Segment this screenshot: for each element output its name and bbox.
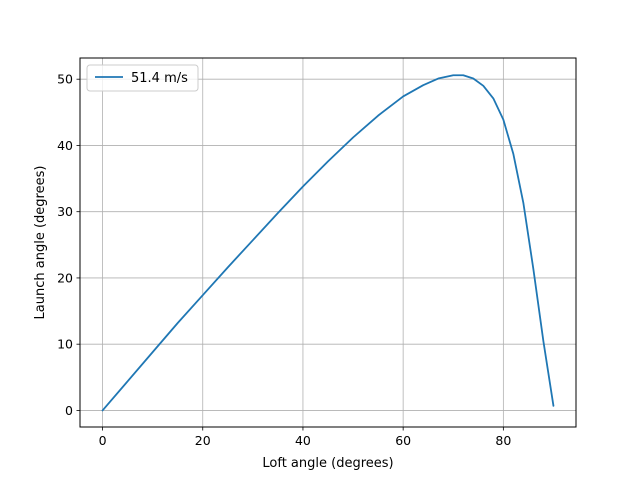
legend-label: 51.4 m/s [131, 71, 188, 86]
y-tick-label: 20 [57, 270, 73, 285]
plot-area [80, 58, 576, 427]
y-tick-label: 0 [65, 403, 73, 418]
x-tick-label: 80 [495, 433, 511, 448]
x-axis-label: Loft angle (degrees) [262, 456, 393, 471]
y-tick-label: 30 [57, 204, 73, 219]
grid-lines [80, 58, 576, 427]
y-axis-label: Launch angle (degrees) [33, 166, 48, 320]
series-layer [101, 74, 555, 412]
y-tick-label: 10 [57, 337, 73, 352]
tick-marks: 0 20 40 60 80 0 10 20 30 40 50 [57, 72, 511, 448]
legend-box [86, 64, 199, 92]
x-tick-label: 20 [195, 433, 211, 448]
x-tick-label: 60 [395, 433, 411, 448]
y-tick-label: 40 [57, 138, 73, 153]
legend: 51.4 m/s [86, 64, 199, 92]
series-line [101, 74, 555, 412]
x-tick-label: 40 [295, 433, 311, 448]
axes-frame [79, 57, 577, 428]
y-tick-label: 50 [57, 72, 73, 87]
x-tick-label: 0 [99, 433, 107, 448]
